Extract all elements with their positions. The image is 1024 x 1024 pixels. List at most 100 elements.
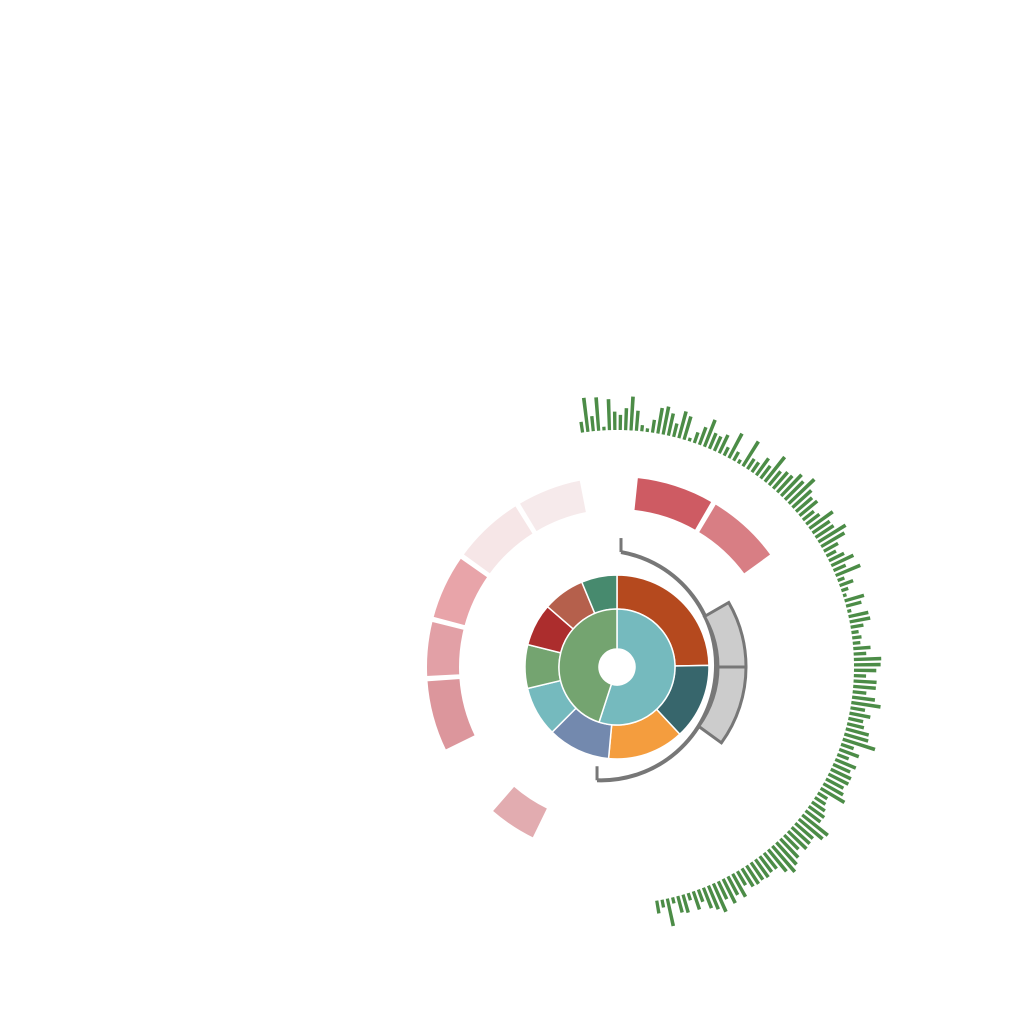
outer-ring-segment-6[interactable] bbox=[461, 503, 536, 577]
track-bar-43 bbox=[791, 489, 813, 509]
track-bar-115 bbox=[762, 851, 778, 870]
outer-ring-segment-0[interactable] bbox=[632, 475, 714, 533]
track-bar-85 bbox=[848, 716, 864, 724]
track-bar-78 bbox=[853, 679, 877, 685]
track-bar-74 bbox=[853, 656, 882, 662]
track-bar-95 bbox=[830, 767, 852, 781]
track-bar-91 bbox=[838, 747, 860, 759]
track-bar-125 bbox=[716, 880, 729, 900]
track-bar-79 bbox=[853, 684, 876, 691]
track-bar-112 bbox=[775, 841, 798, 866]
track-bar-49 bbox=[811, 519, 831, 535]
track-bar-96 bbox=[827, 772, 850, 786]
track-bar-102 bbox=[810, 800, 826, 813]
track-bar-42 bbox=[787, 478, 816, 505]
track-bar-88 bbox=[843, 732, 869, 743]
track-bar-21 bbox=[692, 431, 700, 444]
track-bar-90 bbox=[840, 742, 855, 751]
track-bar-97 bbox=[825, 777, 845, 790]
track-bar-10 bbox=[634, 410, 640, 431]
inner-ring-segment-0[interactable] bbox=[598, 608, 676, 726]
track-bar-20 bbox=[687, 437, 692, 442]
track-bar-9 bbox=[629, 396, 635, 431]
track-bar-68 bbox=[850, 623, 864, 629]
track-bar-26 bbox=[717, 434, 730, 454]
track-bar-83 bbox=[850, 706, 866, 713]
track-bar-116 bbox=[758, 855, 774, 874]
track-bar-132 bbox=[681, 894, 690, 914]
track-bar-89 bbox=[842, 737, 876, 752]
track-bar-47 bbox=[805, 512, 821, 526]
track-bar-11 bbox=[640, 425, 645, 432]
track-bar-130 bbox=[691, 890, 702, 911]
track-bar-32 bbox=[746, 457, 756, 471]
outer-ring-segment-1[interactable] bbox=[696, 501, 773, 577]
track-bar-36 bbox=[763, 455, 787, 483]
track-bar-103 bbox=[807, 804, 826, 819]
track-bar-31 bbox=[741, 440, 760, 468]
track-bar-14 bbox=[656, 407, 665, 434]
track-bar-16 bbox=[666, 413, 676, 436]
track-bar-8 bbox=[624, 408, 629, 431]
track-bar-92 bbox=[836, 752, 850, 761]
track-bar-71 bbox=[852, 640, 861, 645]
track-bar-123 bbox=[726, 875, 740, 896]
track-bar-39 bbox=[775, 474, 794, 494]
track-bar-38 bbox=[771, 471, 789, 490]
track-bar-45 bbox=[798, 499, 819, 518]
track-bar-13 bbox=[650, 419, 657, 433]
outer-ring-segment-3[interactable] bbox=[425, 676, 478, 753]
track-bar-98 bbox=[822, 782, 844, 797]
track-bar-46 bbox=[801, 509, 815, 522]
track-bar-62 bbox=[842, 593, 847, 598]
track-bar-28 bbox=[727, 432, 744, 459]
track-bar-48 bbox=[808, 510, 834, 530]
track-bar-81 bbox=[851, 695, 876, 702]
inner-ring-segment-1[interactable] bbox=[558, 608, 618, 724]
track-bar-66 bbox=[848, 610, 869, 619]
track-bar-133 bbox=[676, 895, 684, 913]
track-bar-72 bbox=[853, 645, 871, 651]
track-bar-0 bbox=[579, 421, 585, 433]
track-bar-58 bbox=[835, 563, 861, 578]
track-bar-17 bbox=[672, 423, 679, 438]
track-bar-110 bbox=[783, 833, 800, 851]
track-bar-114 bbox=[766, 848, 788, 873]
track-bar-7 bbox=[618, 414, 623, 431]
track-bar-109 bbox=[786, 829, 808, 851]
outer-ring-segment-7[interactable] bbox=[517, 478, 589, 534]
track-bar-37 bbox=[767, 470, 782, 487]
track-bar-25 bbox=[712, 435, 723, 452]
track-bar-119 bbox=[745, 864, 761, 885]
track-bar-63 bbox=[844, 593, 865, 603]
track-bar-4 bbox=[602, 426, 606, 431]
outer-ring-segment-5[interactable] bbox=[431, 556, 490, 628]
bracket bbox=[595, 538, 748, 783]
track-bar-59 bbox=[837, 576, 845, 583]
track-bar-70 bbox=[852, 635, 862, 640]
bar-track bbox=[579, 396, 882, 927]
outer-ring-segment-4[interactable] bbox=[425, 619, 466, 679]
track-bar-94 bbox=[832, 762, 851, 774]
track-bar-5 bbox=[606, 399, 612, 431]
track-bar-131 bbox=[686, 892, 693, 901]
track-bar-22 bbox=[697, 426, 708, 446]
inner-ring bbox=[558, 608, 676, 726]
track-bar-108 bbox=[790, 825, 811, 846]
track-bar-30 bbox=[736, 458, 742, 465]
track-bar-61 bbox=[840, 586, 849, 593]
track-bar-29 bbox=[732, 451, 741, 462]
track-bar-53 bbox=[823, 541, 839, 553]
track-bar-118 bbox=[749, 861, 765, 881]
track-bar-105 bbox=[801, 813, 829, 837]
track-bar-111 bbox=[779, 837, 800, 859]
track-bar-64 bbox=[845, 600, 862, 608]
track-bar-57 bbox=[832, 563, 847, 573]
track-bar-67 bbox=[849, 616, 871, 624]
track-bar-129 bbox=[696, 889, 705, 903]
track-bar-127 bbox=[706, 885, 720, 910]
track-bar-76 bbox=[853, 668, 877, 673]
bracket-box-1[interactable] bbox=[696, 665, 748, 745]
outer-ring-segment-2[interactable] bbox=[490, 784, 550, 841]
middle-ring bbox=[524, 574, 710, 760]
